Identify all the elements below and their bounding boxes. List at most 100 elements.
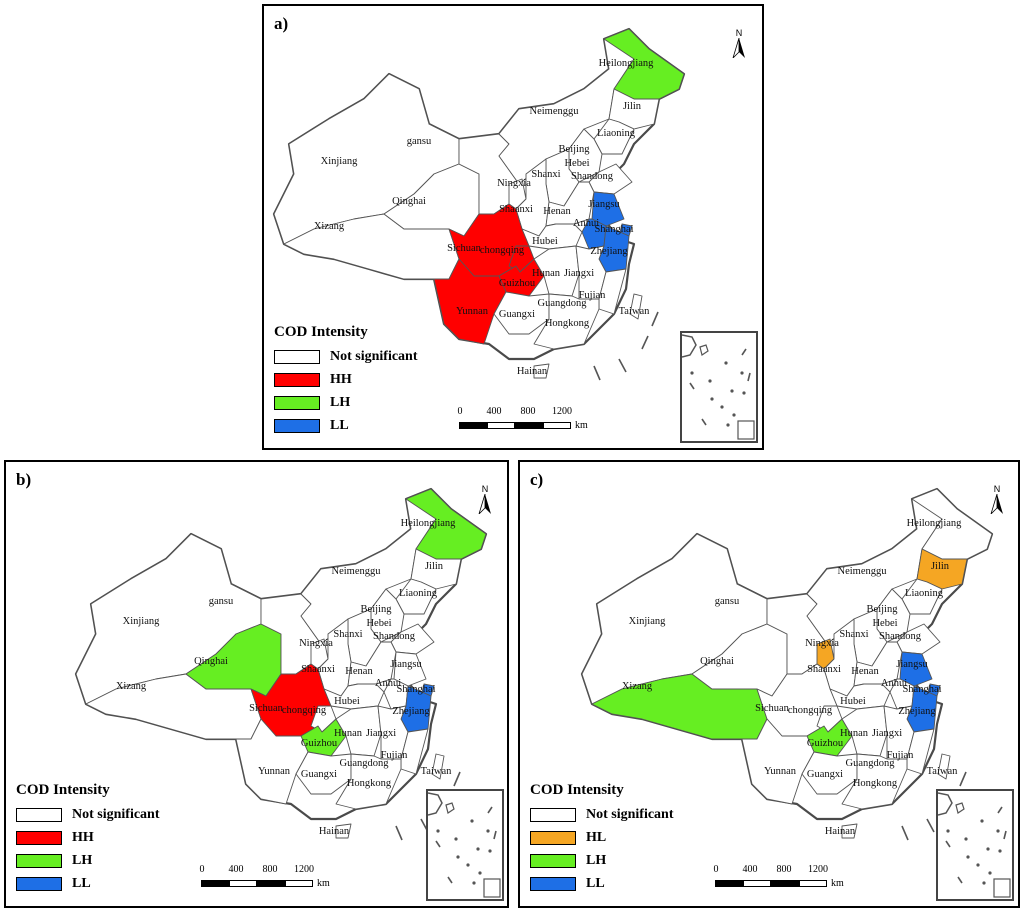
legend-swatch <box>274 419 320 433</box>
province-hainan[interactable] <box>841 823 858 839</box>
province-label-hebei: Hebei <box>366 618 391 629</box>
province-guangdong[interactable] <box>335 753 402 810</box>
scale-segment <box>715 880 743 887</box>
province-label-shandong: Shandong <box>571 171 614 182</box>
legend-swatch <box>16 808 62 822</box>
legend-swatch <box>530 831 576 845</box>
province-label-liaoning: Liaoning <box>597 128 636 139</box>
scale-tick-label: 400 <box>228 864 244 875</box>
legend-item: LL <box>16 874 160 894</box>
province-label-taiwan: Taiwan <box>927 766 959 777</box>
province-label-chongqing: chongqing <box>480 245 525 256</box>
scale-segment <box>201 880 229 887</box>
north-label: N <box>735 28 743 38</box>
province-label-hongkong: Hongkong <box>347 778 392 789</box>
china-province-map: Xinjiang Xizang Qinghai gansu Neimenggu Heilo… <box>74 487 488 841</box>
province-jiangsu[interactable] <box>393 651 427 687</box>
scale-tick-label: 800 <box>262 864 278 875</box>
panel-label: a) <box>274 14 289 33</box>
province-label-jiangsu: Jiangsu <box>390 659 422 670</box>
scale-tick-label: 400 <box>486 406 502 417</box>
province-heilongjiang[interactable] <box>911 488 993 560</box>
legend: COD Intensity Not significant HL LH LL <box>530 782 674 897</box>
province-hunan[interactable] <box>533 245 580 297</box>
province-taiwan[interactable] <box>629 293 643 320</box>
province-hainan[interactable] <box>335 823 352 839</box>
province-label-shaanxi: Shaanxi <box>499 204 533 215</box>
province-label-jiangxi: Jiangxi <box>872 728 902 739</box>
legend-label: HL <box>586 830 607 845</box>
legend-item: LH <box>530 851 674 871</box>
province-label-xinjiang: Xinjiang <box>123 616 160 627</box>
legend-label: LL <box>586 876 605 891</box>
legend-title: COD Intensity <box>274 324 368 340</box>
legend-swatch <box>274 350 320 364</box>
province-fujian[interactable] <box>598 268 627 315</box>
province-label-ningxia: Ningxia <box>805 638 839 649</box>
scale-segment <box>229 880 257 887</box>
province-taiwan[interactable] <box>431 753 445 780</box>
province-label-guizhou: Guizhou <box>807 738 844 749</box>
province-label-neimenggu: Neimenggu <box>838 566 888 577</box>
province-label-fujian: Fujian <box>381 750 409 761</box>
legend: COD Intensity Not significant HH LH LL <box>16 782 160 897</box>
province-label-hubei: Hubei <box>334 696 360 707</box>
province-label-hainan: Hainan <box>825 826 856 837</box>
province-hubei[interactable] <box>829 683 891 710</box>
panel-label: b) <box>16 470 32 489</box>
province-label-anhui: Anhui <box>375 678 401 689</box>
province-hubei[interactable] <box>521 223 583 250</box>
province-label-yunnan: Yunnan <box>764 766 797 777</box>
province-label-shanghai: Shanghai <box>594 224 633 235</box>
province-label-shaanxi: Shaanxi <box>807 664 841 675</box>
province-heilongjiang[interactable] <box>603 28 685 100</box>
scale-unit: km <box>575 420 588 431</box>
legend-item: Not significant <box>530 805 674 825</box>
province-label-hongkong: Hongkong <box>853 778 898 789</box>
province-label-xizang: Xizang <box>622 681 653 692</box>
province-label-heilongjiang: Heilongjiang <box>907 518 963 529</box>
sea-boundary-dash <box>926 818 935 833</box>
province-label-taiwan: Taiwan <box>619 306 651 317</box>
province-guangdong[interactable] <box>533 293 600 350</box>
province-guangdong[interactable] <box>841 753 908 810</box>
province-label-sichuan: Sichuan <box>755 703 790 714</box>
south-china-sea-inset <box>426 789 504 901</box>
province-label-hebei: Hebei <box>564 158 589 169</box>
province-fujian[interactable] <box>906 728 935 775</box>
province-label-beijing: Beijing <box>559 144 591 155</box>
province-label-henan: Henan <box>543 206 571 217</box>
province-label-guangdong: Guangdong <box>538 298 588 309</box>
north-arrow-icon: N <box>732 28 746 60</box>
province-label-guangxi: Guangxi <box>301 769 337 780</box>
province-label-gansu: gansu <box>209 596 234 607</box>
legend-swatch <box>16 877 62 891</box>
province-heilongjiang[interactable] <box>405 488 487 560</box>
north-arrow-icon: N <box>478 484 492 516</box>
province-label-henan: Henan <box>851 666 879 677</box>
scale-bar: 0 400 800 1200 km <box>714 864 844 889</box>
province-jiangsu[interactable] <box>899 651 933 687</box>
province-label-xizang: Xizang <box>314 221 345 232</box>
legend-item: HH <box>274 370 418 390</box>
province-label-neimenggu: Neimenggu <box>332 566 382 577</box>
scale-segment <box>543 422 571 429</box>
province-hunan[interactable] <box>841 705 888 757</box>
legend-swatch <box>530 877 576 891</box>
province-label-ningxia: Ningxia <box>497 178 531 189</box>
province-fujian[interactable] <box>400 728 429 775</box>
province-label-guangxi: Guangxi <box>499 309 535 320</box>
province-label-liaoning: Liaoning <box>399 588 438 599</box>
scale-tick-label: 0 <box>457 406 463 417</box>
legend-item: HL <box>530 828 674 848</box>
scale-segment <box>743 880 771 887</box>
province-hunan[interactable] <box>335 705 382 757</box>
north-label: N <box>993 484 1001 494</box>
province-taiwan[interactable] <box>937 753 951 780</box>
province-jiangsu[interactable] <box>591 191 625 227</box>
legend-swatch <box>530 854 576 868</box>
province-hainan[interactable] <box>533 363 550 379</box>
province-hubei[interactable] <box>323 683 385 710</box>
scale-segment <box>515 422 543 429</box>
province-label-fujian: Fujian <box>579 290 607 301</box>
